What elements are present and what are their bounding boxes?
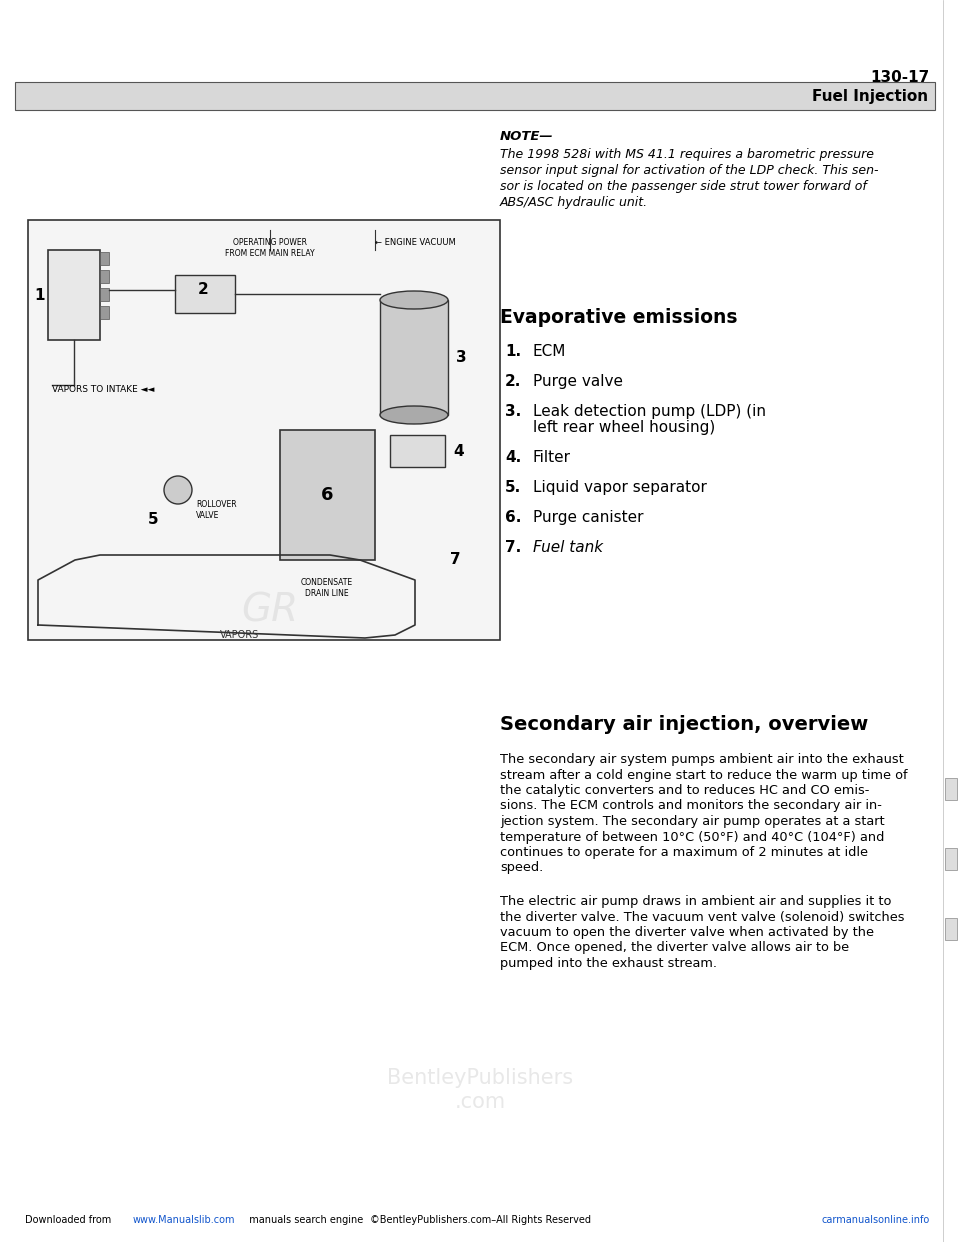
Bar: [100, 306, 109, 319]
Text: VAPORS TO INTAKE ◄◄: VAPORS TO INTAKE ◄◄: [52, 385, 155, 395]
Text: temperature of between 10°C (50°F) and 40°C (104°F) and: temperature of between 10°C (50°F) and 4…: [500, 831, 884, 843]
Text: Purge canister: Purge canister: [533, 510, 643, 525]
Bar: [945, 848, 957, 869]
Text: The secondary air system pumps ambient air into the exhaust: The secondary air system pumps ambient a…: [500, 753, 903, 766]
Text: www.Manualslib.com: www.Manualslib.com: [133, 1215, 235, 1225]
Text: ©BentleyPublishers.com–All Rights Reserved: ©BentleyPublishers.com–All Rights Reserv…: [370, 1215, 590, 1225]
Text: continues to operate for a maximum of 2 minutes at idle: continues to operate for a maximum of 2 …: [500, 846, 868, 859]
Text: 1: 1: [34, 287, 44, 303]
Text: carmanualsonline.info: carmanualsonline.info: [822, 1215, 930, 1225]
Text: 4.: 4.: [505, 450, 521, 465]
Bar: [945, 918, 957, 940]
Text: stream after a cold engine start to reduce the warm up time of: stream after a cold engine start to redu…: [500, 769, 907, 781]
Text: The 1998 528i with MS 41.1 requires a barometric pressure: The 1998 528i with MS 41.1 requires a ba…: [500, 148, 874, 161]
Text: ← ENGINE VACUUM: ← ENGINE VACUUM: [375, 238, 456, 247]
Text: the diverter valve. The vacuum vent valve (solenoid) switches: the diverter valve. The vacuum vent valv…: [500, 910, 904, 924]
Text: Evaporative emissions: Evaporative emissions: [500, 308, 737, 327]
Text: 2.: 2.: [505, 374, 521, 389]
Text: ABS/ASC hydraulic unit.: ABS/ASC hydraulic unit.: [500, 196, 648, 209]
Text: vacuum to open the diverter valve when activated by the: vacuum to open the diverter valve when a…: [500, 927, 874, 939]
Bar: [100, 270, 109, 283]
Text: the catalytic converters and to reduces HC and CO emis-: the catalytic converters and to reduces …: [500, 784, 870, 797]
Text: left rear wheel housing): left rear wheel housing): [533, 420, 715, 435]
Text: 5.: 5.: [505, 479, 521, 496]
Text: 5: 5: [148, 513, 158, 528]
Text: speed.: speed.: [500, 862, 543, 874]
Text: 1.: 1.: [505, 344, 521, 359]
Text: NOTE—: NOTE—: [500, 130, 554, 143]
Circle shape: [164, 476, 192, 504]
Text: 3.: 3.: [505, 404, 521, 419]
Bar: [390, 435, 445, 467]
Text: 7.: 7.: [505, 540, 521, 555]
Bar: [380, 301, 448, 415]
Text: 6.: 6.: [505, 510, 521, 525]
Text: pumped into the exhaust stream.: pumped into the exhaust stream.: [500, 958, 717, 970]
Bar: [100, 252, 109, 265]
Bar: [15, 82, 935, 111]
Text: jection system. The secondary air pump operates at a start: jection system. The secondary air pump o…: [500, 815, 884, 828]
Text: 130-17: 130-17: [870, 70, 929, 84]
Ellipse shape: [380, 406, 448, 424]
Text: sions. The ECM controls and monitors the secondary air in-: sions. The ECM controls and monitors the…: [500, 800, 882, 812]
Bar: [28, 220, 500, 640]
Text: CONDENSATE
DRAIN LINE: CONDENSATE DRAIN LINE: [300, 578, 353, 599]
Text: OPERATING POWER
FROM ECM MAIN RELAY: OPERATING POWER FROM ECM MAIN RELAY: [226, 238, 315, 258]
Text: Fuel tank: Fuel tank: [533, 540, 603, 555]
Text: 7: 7: [449, 553, 460, 568]
Bar: [175, 274, 235, 313]
Text: The electric air pump draws in ambient air and supplies it to: The electric air pump draws in ambient a…: [500, 895, 892, 908]
Text: 3: 3: [456, 349, 467, 364]
Text: Purge valve: Purge valve: [533, 374, 623, 389]
Text: VAPORS: VAPORS: [221, 630, 259, 640]
Text: 2: 2: [198, 282, 208, 298]
Text: sor is located on the passenger side strut tower forward of: sor is located on the passenger side str…: [500, 180, 867, 193]
Bar: [100, 288, 109, 301]
Text: manuals search engine: manuals search engine: [243, 1215, 363, 1225]
Text: Liquid vapor separator: Liquid vapor separator: [533, 479, 707, 496]
Text: 6: 6: [321, 486, 333, 504]
Text: GR: GR: [241, 591, 299, 628]
Text: ECM. Once opened, the diverter valve allows air to be: ECM. Once opened, the diverter valve all…: [500, 941, 850, 955]
Bar: [48, 250, 100, 340]
Text: Fuel Injection: Fuel Injection: [812, 88, 928, 103]
Ellipse shape: [380, 291, 448, 309]
Text: Downloaded from: Downloaded from: [25, 1215, 114, 1225]
Text: BentleyPublishers
.com: BentleyPublishers .com: [387, 1068, 573, 1112]
Text: Filter: Filter: [533, 450, 571, 465]
Text: sensor input signal for activation of the LDP check. This sen-: sensor input signal for activation of th…: [500, 164, 878, 178]
Text: ECM: ECM: [533, 344, 566, 359]
Text: 4: 4: [453, 443, 464, 458]
Bar: [280, 430, 375, 560]
Text: Secondary air injection, overview: Secondary air injection, overview: [500, 715, 868, 734]
Text: Leak detection pump (LDP) (in: Leak detection pump (LDP) (in: [533, 404, 766, 419]
Text: ROLLOVER
VALVE: ROLLOVER VALVE: [196, 501, 236, 520]
Bar: [945, 777, 957, 800]
